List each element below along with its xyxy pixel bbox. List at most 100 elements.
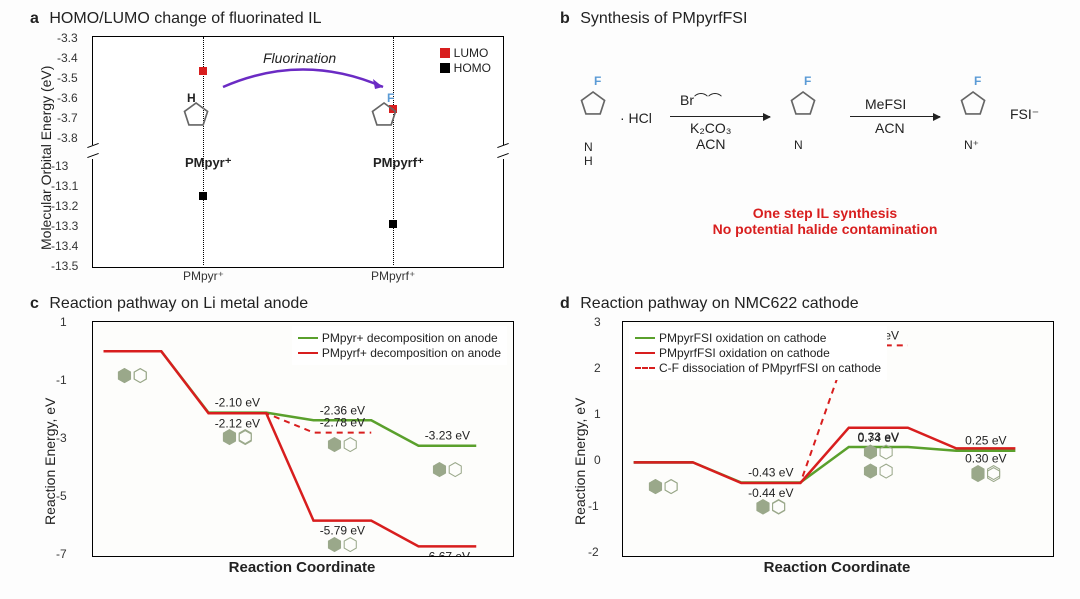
d-tick-0: 3	[594, 315, 601, 329]
panel-c-label: c	[30, 295, 39, 312]
mol-prod-N: N⁺	[964, 138, 979, 152]
a-tick-u4: -3.7	[57, 111, 78, 125]
c-tick-0: 1	[60, 315, 67, 329]
d-tick-3: 0	[594, 453, 601, 467]
mol-left-icon: ⬠	[183, 101, 209, 131]
panel-c-xlabel: Reaction Coordinate	[92, 559, 512, 576]
arrow2-icon	[850, 116, 940, 117]
svg-text:0.74 eV: 0.74 eV	[858, 431, 899, 445]
panel-a-ylabel: Molecular Orbital Energy (eV)	[38, 66, 54, 250]
mol-prod-F: F	[974, 74, 981, 88]
panel-b: b Synthesis of PMpyrfFSI ⬠ F NH · HCl Br…	[560, 10, 1060, 280]
legend-c-0-label: PMpyr+ decomposition on anode	[322, 331, 498, 345]
panel-d-xlabel: Reaction Coordinate	[622, 559, 1052, 576]
legend-c-1: PMpyrf+ decomposition on anode	[298, 346, 501, 360]
a-tick-u5: -3.8	[57, 131, 78, 145]
a-point-homo-right	[389, 220, 397, 228]
reaction-scheme: ⬠ F NH · HCl Br⌒⌒ K₂CO₃ ACN ⬠ F N MeFSI …	[560, 60, 1060, 180]
a-point-lumo-left	[199, 67, 207, 75]
d-tick-4: -1	[588, 499, 599, 513]
panel-c: c Reaction pathway on Li metal anode ⬢⬡ ⬢…	[30, 295, 520, 595]
panel-d-ylabel: Reaction Energy, eV	[572, 398, 588, 525]
a-tick-u0: -3.3	[57, 31, 78, 45]
mol-start-NH: NH	[584, 140, 593, 168]
a-point-homo-left	[199, 192, 207, 200]
a-tick-l5: -13.5	[51, 259, 78, 273]
svg-text:0.25 eV: 0.25 eV	[965, 434, 1006, 448]
legend-c-1-label: PMpyrf+ decomposition on anode	[322, 346, 501, 360]
a-tick-u1: -3.4	[57, 51, 78, 65]
svg-text:⬢⬡: ⬢⬡	[432, 460, 463, 480]
a-tick-u3: -3.6	[57, 91, 78, 105]
mol-left-label: PMpyr⁺	[185, 155, 232, 171]
mol-right-label: PMpyrf⁺	[373, 155, 424, 171]
a-tick-u2: -3.5	[57, 71, 78, 85]
mol-mid-N: N	[794, 138, 803, 152]
panel-b-note: One step IL synthesis No potential halid…	[650, 205, 1000, 237]
legend-d-1-label: PMpyrfFSI oxidation on cathode	[659, 346, 830, 360]
panel-c-plot: ⬢⬡⬢⬡⬢⬡⬢⬡⬢⬡⬢⬡⬢⬡⬢⬡-2.10 eV-2.36 eV-3.23 eV…	[92, 321, 514, 557]
panel-d-label: d	[560, 295, 570, 312]
panel-c-ylabel: Reaction Energy, eV	[42, 398, 58, 525]
reagent2-top: MeFSI	[865, 96, 906, 112]
arrow1-icon	[670, 116, 770, 117]
note1: One step IL synthesis	[650, 205, 1000, 221]
note2: No potential halide contamination	[650, 221, 1000, 237]
fluorination-label: Fluorination	[263, 50, 336, 66]
panel-d-title-text: Reaction pathway on NMC622 cathode	[580, 295, 858, 312]
panel-c-title-text: Reaction pathway on Li metal anode	[49, 295, 308, 312]
legend-lumo-label: LUMO	[454, 46, 489, 60]
figure-root: a HOMO/LUMO change of fluorinated IL -3.…	[0, 0, 1080, 599]
panel-a-title: a HOMO/LUMO change of fluorinated IL	[30, 10, 321, 28]
legend-homo: HOMO	[440, 61, 491, 75]
panel-c-legend: PMpyr+ decomposition on anode PMpyrf+ de…	[292, 326, 507, 365]
panel-d: d Reaction pathway on NMC622 cathode ⬢⬡ ⬢…	[560, 295, 1060, 595]
a-xcat-0: PMpyr⁺	[183, 269, 224, 283]
mol-left-H: H	[187, 91, 196, 105]
mol-right-F: F	[387, 91, 394, 105]
svg-text:-3.23 eV: -3.23 eV	[425, 429, 470, 443]
mol-start-hcl: · HCl	[620, 110, 652, 126]
mol-prod-icon: ⬠	[960, 90, 986, 120]
svg-text:⬢⬡: ⬢⬡	[117, 365, 148, 385]
mol-mid-F: F	[804, 74, 811, 88]
panel-a-legend: LUMO HOMO	[434, 41, 497, 80]
panel-a-title-text: HOMO/LUMO change of fluorinated IL	[49, 10, 321, 27]
panel-a-plot: -3.3 -3.4 -3.5 -3.6 -3.7 -3.8 -13 -13.1 …	[92, 36, 504, 268]
svg-text:-0.44 eV: -0.44 eV	[748, 486, 793, 500]
svg-text:0.30 eV: 0.30 eV	[965, 451, 1006, 465]
svg-text:-6.67 eV: -6.67 eV	[425, 549, 470, 556]
a-tick-l2: -13.2	[51, 199, 78, 213]
a-tick-l3: -13.3	[51, 219, 78, 233]
legend-lumo: LUMO	[440, 46, 491, 60]
svg-text:-0.43 eV: -0.43 eV	[748, 466, 793, 480]
panel-d-title: d Reaction pathway on NMC622 cathode	[560, 295, 859, 313]
mol-right-icon: ⬠	[371, 101, 397, 131]
d-tick-5: -2	[588, 545, 599, 559]
d-tick-2: 1	[594, 407, 601, 421]
svg-text:-2.10 eV: -2.10 eV	[215, 396, 260, 410]
legend-c-0: PMpyr+ decomposition on anode	[298, 331, 501, 345]
svg-text:⬢⬡: ⬢⬡	[327, 434, 358, 454]
panel-c-title: c Reaction pathway on Li metal anode	[30, 295, 308, 313]
a-xcat-1: PMpyrf⁺	[371, 269, 415, 283]
legend-d-0-label: PMpyrFSI oxidation on cathode	[659, 331, 826, 345]
mol-start-F: F	[594, 74, 601, 88]
svg-text:-2.12 eV: -2.12 eV	[215, 416, 260, 430]
panel-b-label: b	[560, 10, 570, 27]
legend-homo-label: HOMO	[454, 61, 491, 75]
legend-d-1: PMpyrfFSI oxidation on cathode	[635, 346, 881, 360]
c-tick-4: -7	[56, 547, 67, 561]
reagent2-bot: ACN	[875, 120, 905, 136]
a-tick-l4: -13.4	[51, 239, 78, 253]
panel-a-label: a	[30, 10, 39, 27]
svg-text:⬢⬡: ⬢⬡	[863, 461, 894, 481]
svg-text:-5.79 eV: -5.79 eV	[320, 524, 365, 538]
svg-text:⬢⬡: ⬢⬡	[648, 476, 679, 496]
mol-mid-icon: ⬠	[790, 90, 816, 120]
c-tick-1: -1	[56, 373, 67, 387]
reagent1-bot: K₂CO₃ ACN	[690, 120, 731, 152]
mol-prod-anion: FSI⁻	[1010, 106, 1039, 123]
panel-a: a HOMO/LUMO change of fluorinated IL -3.…	[30, 10, 510, 280]
legend-d-0: PMpyrFSI oxidation on cathode	[635, 331, 881, 345]
